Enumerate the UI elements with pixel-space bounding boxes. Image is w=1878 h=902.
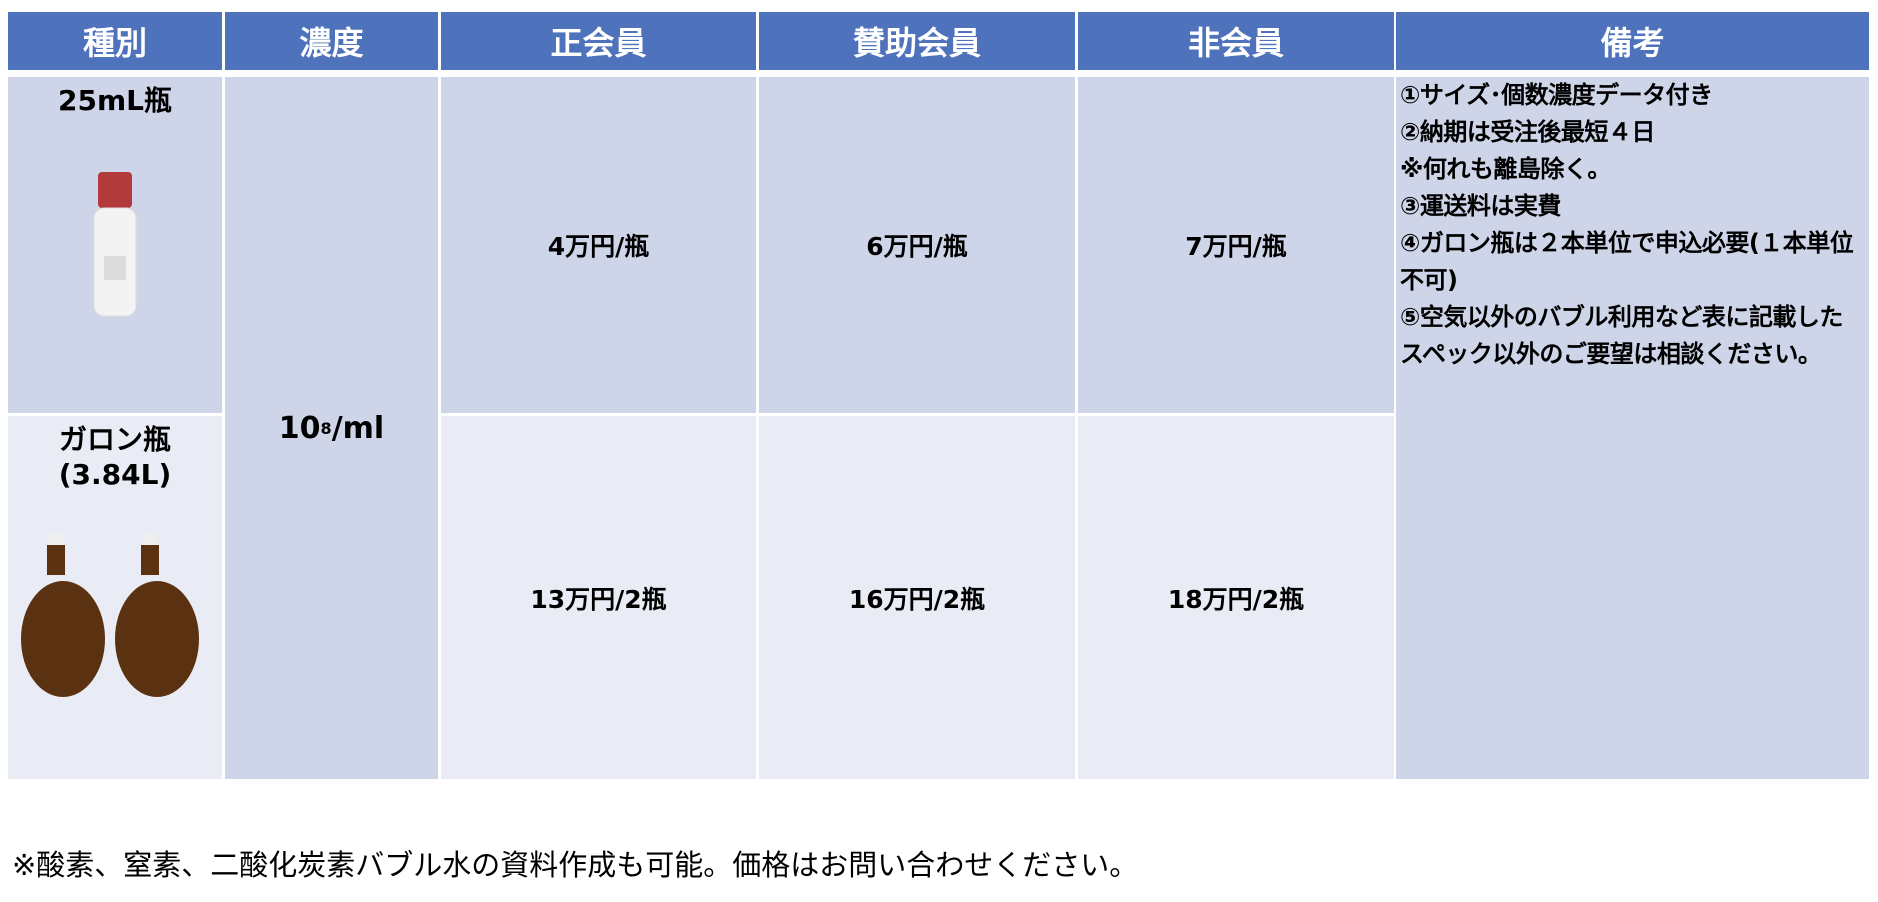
- type-cell-gallon: ガロン瓶 (3.84L): [8, 416, 222, 779]
- type-label: ガロン瓶: [58, 423, 171, 456]
- type-cell-25ml: 25mL瓶: [8, 77, 222, 413]
- header-supporting: 賛助会員: [759, 12, 1075, 70]
- small-bottle-image: [93, 172, 137, 317]
- note-item: ※何れも離島除く。: [1400, 155, 1611, 183]
- gallon-bottles-image: [21, 533, 199, 697]
- price-regular-gallon: 13万円/2瓶: [441, 416, 756, 779]
- note-item: ③運送料は実費: [1400, 192, 1561, 220]
- concentration-cell: 10 8/ml: [225, 77, 438, 779]
- note-item: ①サイズ･個数濃度データ付き: [1400, 81, 1713, 109]
- type-label: 25mL瓶: [58, 84, 172, 117]
- note-item: ⑤空気以外のバブル利用など表に記載したスペック以外のご要望は相談ください。: [1400, 303, 1843, 368]
- header-regular: 正会員: [441, 12, 756, 70]
- header-notes: 備考: [1396, 12, 1869, 70]
- type-sub-label: (3.84L): [58, 458, 172, 491]
- note-item: ②納期は受注後最短４日: [1400, 118, 1655, 146]
- price-regular-25ml: 4万円/瓶: [441, 77, 756, 413]
- concentration-base: 10: [278, 410, 321, 446]
- concentration-exponent: 8: [320, 418, 332, 438]
- price-non-member-25ml: 7万円/瓶: [1078, 77, 1394, 413]
- price-supporting-25ml: 6万円/瓶: [759, 77, 1075, 413]
- note-item: ④ガロン瓶は２本単位で申込必要(１本単位不可): [1400, 229, 1854, 294]
- concentration-unit: /ml: [331, 410, 385, 446]
- notes-cell: ①サイズ･個数濃度データ付き ②納期は受注後最短４日 ※何れも離島除く。 ③運送…: [1396, 77, 1869, 779]
- price-non-member-gallon: 18万円/2瓶: [1078, 416, 1394, 779]
- header-concentration: 濃度: [225, 12, 438, 70]
- header-type: 種別: [8, 12, 222, 70]
- footer-note: ※酸素、窒素、二酸化炭素バブル水の資料作成も可能。価格はお問い合わせください。: [12, 848, 1139, 882]
- header-non-member: 非会員: [1078, 12, 1394, 70]
- price-supporting-gallon: 16万円/2瓶: [759, 416, 1075, 779]
